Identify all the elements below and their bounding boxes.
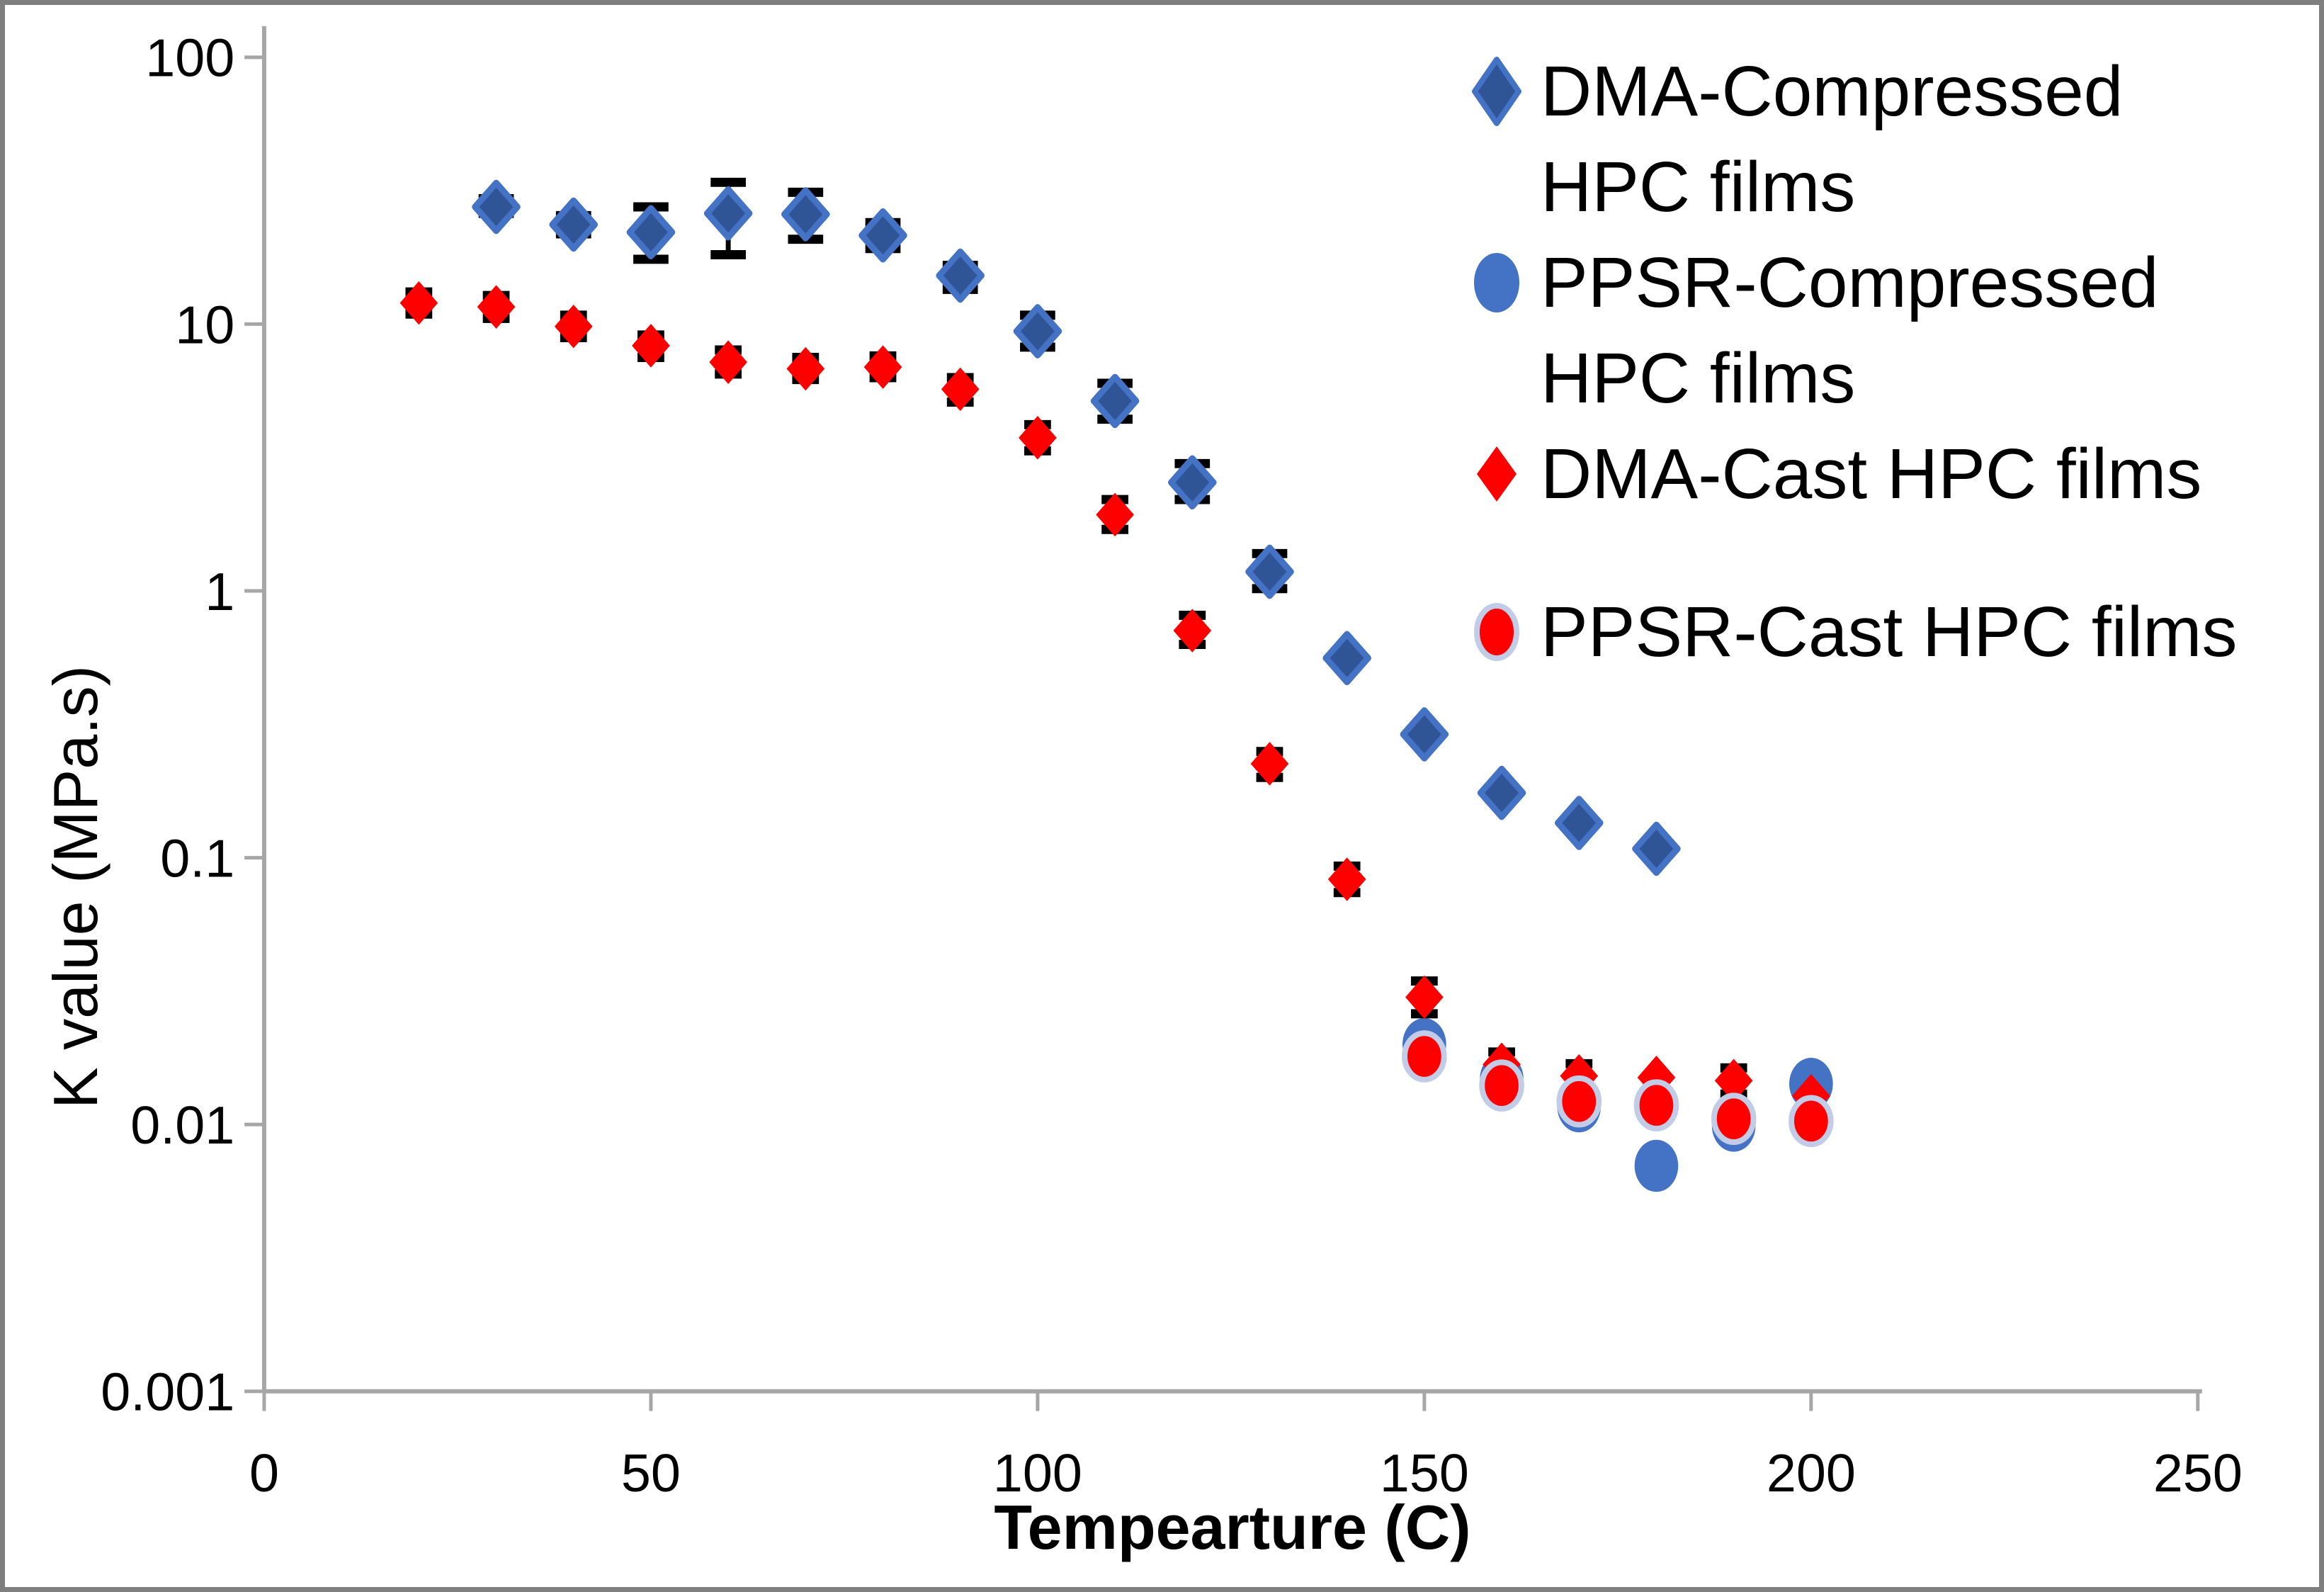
legend-label: PPSR-Cast HPC films: [1541, 592, 2238, 672]
x-tick-label: 100: [993, 1444, 1082, 1503]
y-tick-label: 100: [145, 29, 234, 89]
data-point: [863, 345, 902, 389]
data-point: [1173, 609, 1212, 653]
data-point: [1402, 1030, 1447, 1083]
legend-marker-red-ring-circle-icon: [1474, 603, 1519, 661]
data-point: [632, 324, 670, 368]
data-point: [781, 187, 830, 242]
data-point: [1322, 631, 1371, 686]
data-point: [1245, 544, 1294, 599]
legend-item-dma-compressed: DMA-Compressed HPC films: [1471, 44, 2300, 235]
data-point: [703, 186, 753, 241]
data-point: [1096, 492, 1134, 537]
series-2-points: [1402, 1018, 1833, 1192]
series-3-points: [399, 281, 1830, 1118]
legend-item-ppsr-compressed: PPSR-Compressed HPC films: [1471, 235, 2300, 427]
data-point: [1711, 1093, 1757, 1145]
x-axis-title: Tempearture (C): [994, 1492, 1471, 1562]
y-tick-label: 10: [175, 295, 234, 355]
data-point: [1168, 455, 1217, 510]
data-point: [1633, 1079, 1679, 1131]
data-point: [399, 281, 438, 325]
x-tick-label: 250: [2153, 1444, 2243, 1503]
data-point: [1714, 1058, 1753, 1103]
data-point: [1405, 975, 1444, 1020]
x-tick-label: 150: [1380, 1444, 1469, 1503]
data-point: [1400, 707, 1449, 762]
data-point: [477, 285, 516, 329]
series-1-points: [472, 177, 1681, 876]
data-point: [858, 208, 907, 263]
data-point: [1789, 1095, 1834, 1148]
data-point: [709, 340, 747, 384]
data-point: [1013, 304, 1062, 359]
data-point: [472, 179, 521, 235]
data-point: [626, 205, 676, 260]
data-point: [936, 248, 985, 303]
data-point: [1632, 821, 1681, 876]
chart-canvas: 0 50 100 150 200 250 100 10 1 0.1 0.01 0.001: [101, 26, 2243, 1503]
data-point: [941, 367, 980, 412]
data-point: [1090, 373, 1140, 429]
x-tick-label: 200: [1767, 1444, 1856, 1503]
legend-label: PPSR-Compressed HPC films: [1541, 243, 2159, 418]
x-tick-label: 0: [249, 1444, 279, 1503]
data-point: [1250, 742, 1289, 786]
y-tick-label: 0.001: [101, 1363, 234, 1423]
y-tick-label: 0.1: [160, 829, 234, 888]
data-point: [1479, 1059, 1524, 1112]
legend-item-dma-cast: DMA-Cast HPC films: [1471, 427, 2300, 522]
data-point: [1634, 1139, 1679, 1192]
chart-legend: DMA-Compressed HPC films PPSR-Compressed…: [1471, 44, 2300, 680]
data-point: [549, 197, 599, 252]
x-tick-label: 50: [621, 1444, 681, 1503]
legend-label: DMA-Compressed HPC films: [1541, 52, 2124, 227]
legend-marker-red-diamond-icon: [1477, 446, 1517, 502]
y-tick-label: 1: [205, 563, 234, 622]
data-point: [554, 304, 593, 349]
data-point: [1327, 857, 1366, 901]
data-point: [1554, 796, 1604, 850]
legend-marker-blue-diamond-icon: [1472, 57, 1521, 126]
legend-marker-blue-circle-icon: [1474, 253, 1519, 312]
y-axis-title: K value (MPa.s): [40, 665, 110, 1109]
series-4-points: [1402, 1030, 1834, 1148]
data-point: [786, 346, 825, 391]
legend-item-ppsr-cast: PPSR-Cast HPC films: [1471, 585, 2300, 680]
legend-label: DMA-Cast HPC films: [1541, 434, 2202, 514]
data-point: [1477, 765, 1526, 820]
y-tick-label: 0.01: [130, 1096, 234, 1156]
data-point: [1019, 416, 1057, 460]
data-point: [1556, 1075, 1602, 1128]
